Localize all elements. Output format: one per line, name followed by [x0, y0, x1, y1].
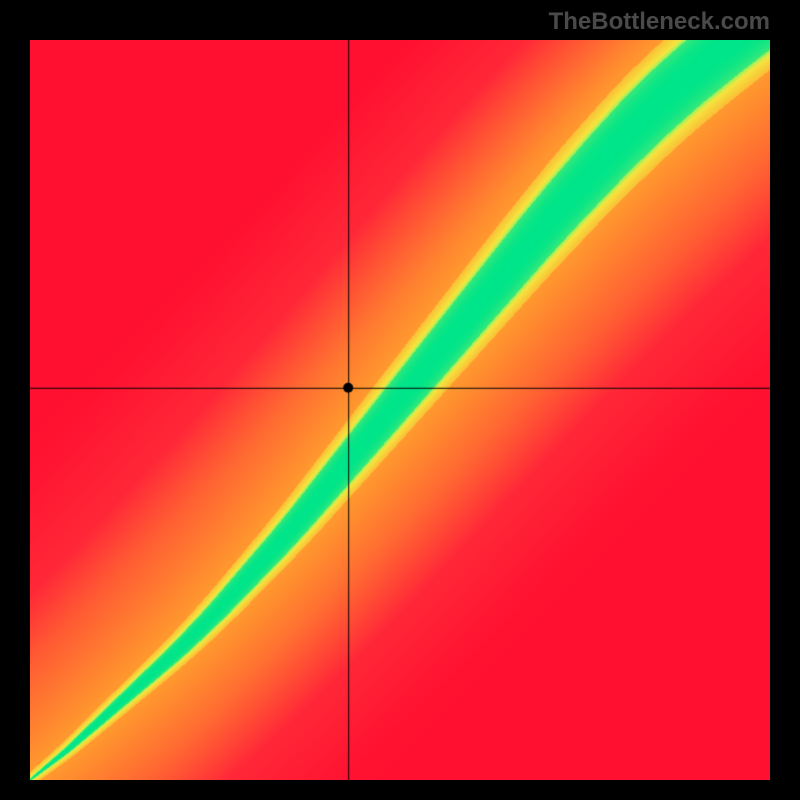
- bottleneck-heatmap: [30, 40, 770, 780]
- watermark-text: TheBottleneck.com: [549, 8, 770, 36]
- heatmap-canvas: [30, 40, 770, 780]
